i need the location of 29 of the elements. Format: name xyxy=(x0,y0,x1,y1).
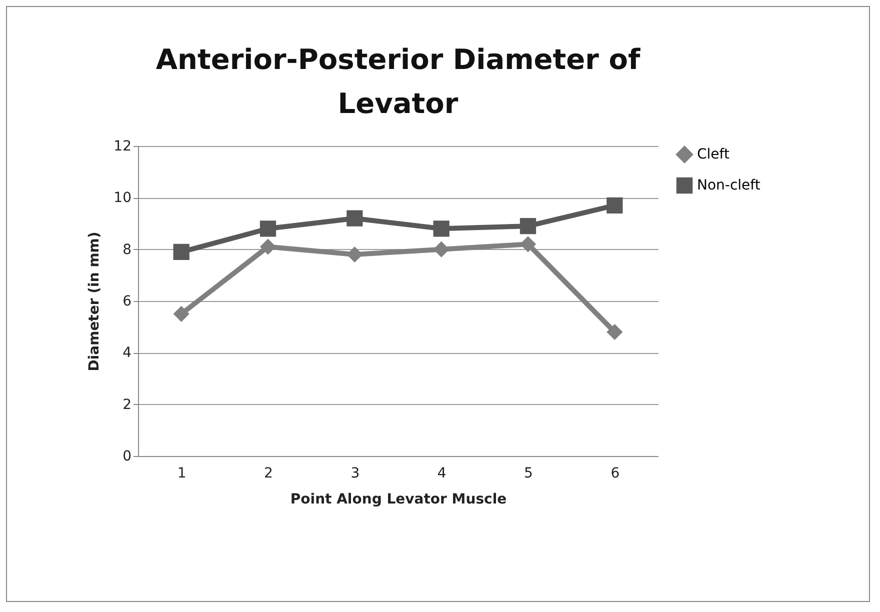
point xyxy=(346,210,363,226)
point xyxy=(433,220,450,237)
x-tick-label: 2 xyxy=(264,466,273,482)
x-tick-label: 6 xyxy=(610,466,620,482)
y-tick-label: 10 xyxy=(114,190,132,206)
point xyxy=(346,246,363,263)
point xyxy=(260,220,276,237)
y-tick-label: 0 xyxy=(122,448,132,464)
point xyxy=(173,306,190,322)
y-tick-label: 8 xyxy=(122,242,132,258)
y-tick-label: 12 xyxy=(114,138,132,154)
point xyxy=(520,218,536,234)
point xyxy=(433,241,450,258)
x-tick-label: 4 xyxy=(437,466,446,482)
x-axis-title: Point Along Levator Muscle xyxy=(290,492,507,508)
x-tick-label: 5 xyxy=(524,466,533,482)
y-tick-label: 6 xyxy=(122,294,132,310)
legend-label: Non-cleft xyxy=(697,178,761,194)
x-tick-label: 3 xyxy=(350,466,360,482)
legend-label: Cleft xyxy=(697,146,730,162)
y-tick-label: 2 xyxy=(122,396,132,413)
chart-title: Anterior-Posterior Diameter of Levator xyxy=(156,43,641,120)
point xyxy=(260,238,276,255)
point xyxy=(173,244,190,260)
y-tick-label: 4 xyxy=(122,345,132,362)
x-tick-label: 1 xyxy=(177,466,186,482)
point xyxy=(606,197,623,214)
y-axis-title: Diameter (in mm) xyxy=(86,232,103,372)
point xyxy=(606,324,623,340)
